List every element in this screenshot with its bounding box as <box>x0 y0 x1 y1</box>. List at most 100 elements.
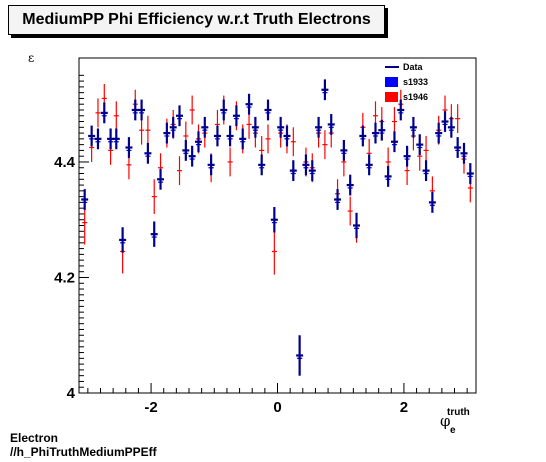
data-point-data <box>94 128 102 150</box>
data-point-data <box>441 111 449 132</box>
data-point-data <box>88 125 96 147</box>
data-point-data <box>378 119 386 141</box>
data-point-s1946 <box>177 156 183 186</box>
data-point-data <box>131 99 139 121</box>
data-point-data <box>403 145 411 167</box>
data-point-data <box>125 137 133 158</box>
data-point-s1946 <box>271 228 277 275</box>
data-point-s1946 <box>95 98 101 128</box>
data-point-data <box>150 221 158 247</box>
x-axis-label-sub: e <box>450 425 456 436</box>
data-point-data <box>157 168 165 190</box>
y-tick-label: 4 <box>67 385 76 402</box>
x-axis-label-sup: truth <box>447 407 470 418</box>
data-point-data <box>302 154 310 176</box>
data-point-data <box>251 116 259 138</box>
data-point-data <box>201 116 209 138</box>
data-point-data <box>296 335 304 376</box>
y-axis-label: ε <box>28 51 34 65</box>
data-point-s1946 <box>391 107 397 136</box>
data-point-data <box>207 154 215 176</box>
data-point-data <box>353 212 361 239</box>
data-point-data <box>176 105 184 127</box>
data-point-data <box>340 140 348 161</box>
legend-swatch <box>385 92 398 102</box>
data-point-s1946 <box>113 101 119 131</box>
legend-entry: s1946 <box>385 92 428 102</box>
data-point-s1946 <box>290 127 296 157</box>
data-point-data <box>321 79 329 101</box>
data-point-data <box>232 105 240 127</box>
data-point-data <box>245 93 253 115</box>
data-point-data <box>454 137 462 158</box>
data-point-data <box>264 99 272 121</box>
data-point-s1946 <box>189 95 195 125</box>
plot-frame <box>78 57 477 394</box>
data-point-data <box>346 174 354 196</box>
x-tick-label: 0 <box>273 399 281 416</box>
legend-label: s1946 <box>403 92 428 102</box>
chart-title-box: MediumPP Phi Efficiency w.r.t Truth Elec… <box>8 5 385 35</box>
data-point-data <box>371 122 379 144</box>
data-point-data <box>226 125 234 147</box>
data-point-s1946 <box>145 115 151 145</box>
legend-label: s1933 <box>403 77 428 87</box>
data-point-data <box>409 116 417 138</box>
legend: Data s1933 s1946 <box>385 62 428 102</box>
data-point-s1946 <box>227 147 233 177</box>
data-point-data <box>327 114 335 135</box>
y-tick-label: 4.2 <box>54 269 75 286</box>
data-point-s1946 <box>151 179 157 214</box>
data-point-data <box>359 125 367 147</box>
data-point-data <box>163 122 171 144</box>
data-point-s1946 <box>423 135 429 165</box>
data-point-data <box>397 99 405 121</box>
y-tick-label: 4.4 <box>54 154 76 171</box>
legend-entry: Data <box>385 62 424 72</box>
chart-title: MediumPP Phi Efficiency w.r.t Truth Elec… <box>22 11 371 28</box>
data-point-s1946 <box>455 104 461 134</box>
data-point-data <box>213 125 221 147</box>
data-point-data <box>182 140 190 161</box>
data-point-data <box>270 207 278 233</box>
data-point-s1946 <box>347 196 353 226</box>
data-points <box>81 79 474 376</box>
data-point-data <box>384 166 392 187</box>
data-point-data <box>365 154 373 176</box>
data-point-data <box>460 142 468 164</box>
data-point-data <box>194 131 202 153</box>
data-point-data <box>277 116 285 138</box>
data-point-s1946 <box>265 124 271 154</box>
data-point-data <box>422 160 430 182</box>
data-point-s1946 <box>322 130 328 160</box>
data-point-data <box>112 128 120 150</box>
data-point-s1946 <box>246 109 252 139</box>
data-point-data <box>100 102 108 124</box>
x-tick-label: -2 <box>144 399 157 416</box>
data-point-data <box>466 163 474 184</box>
data-point-data <box>416 134 424 156</box>
legend-entry: s1933 <box>385 77 428 87</box>
data-point-data <box>239 128 247 150</box>
axis-ticks: -2 0 2 4 4.2 4.4 <box>54 74 468 416</box>
data-point-data <box>308 160 316 182</box>
data-point-data <box>188 145 196 167</box>
legend-swatch <box>385 77 398 87</box>
data-point-data <box>258 154 266 176</box>
data-point-data <box>169 116 177 138</box>
data-point-data <box>315 116 323 138</box>
data-point-data <box>144 142 152 164</box>
footer-line-2: //h_PhiTruthMediumPPEff <box>10 445 157 459</box>
x-tick-label: 2 <box>400 399 408 416</box>
footer-line-1: Electron <box>10 431 59 445</box>
data-point-data <box>283 125 291 147</box>
data-point-data <box>428 192 436 213</box>
data-point-data <box>334 189 342 210</box>
data-point-data <box>435 122 443 144</box>
data-point-data <box>220 99 228 121</box>
data-point-data <box>81 189 89 210</box>
data-point-s1946 <box>139 115 145 145</box>
data-point-data <box>447 116 455 138</box>
data-point-data <box>289 160 297 182</box>
